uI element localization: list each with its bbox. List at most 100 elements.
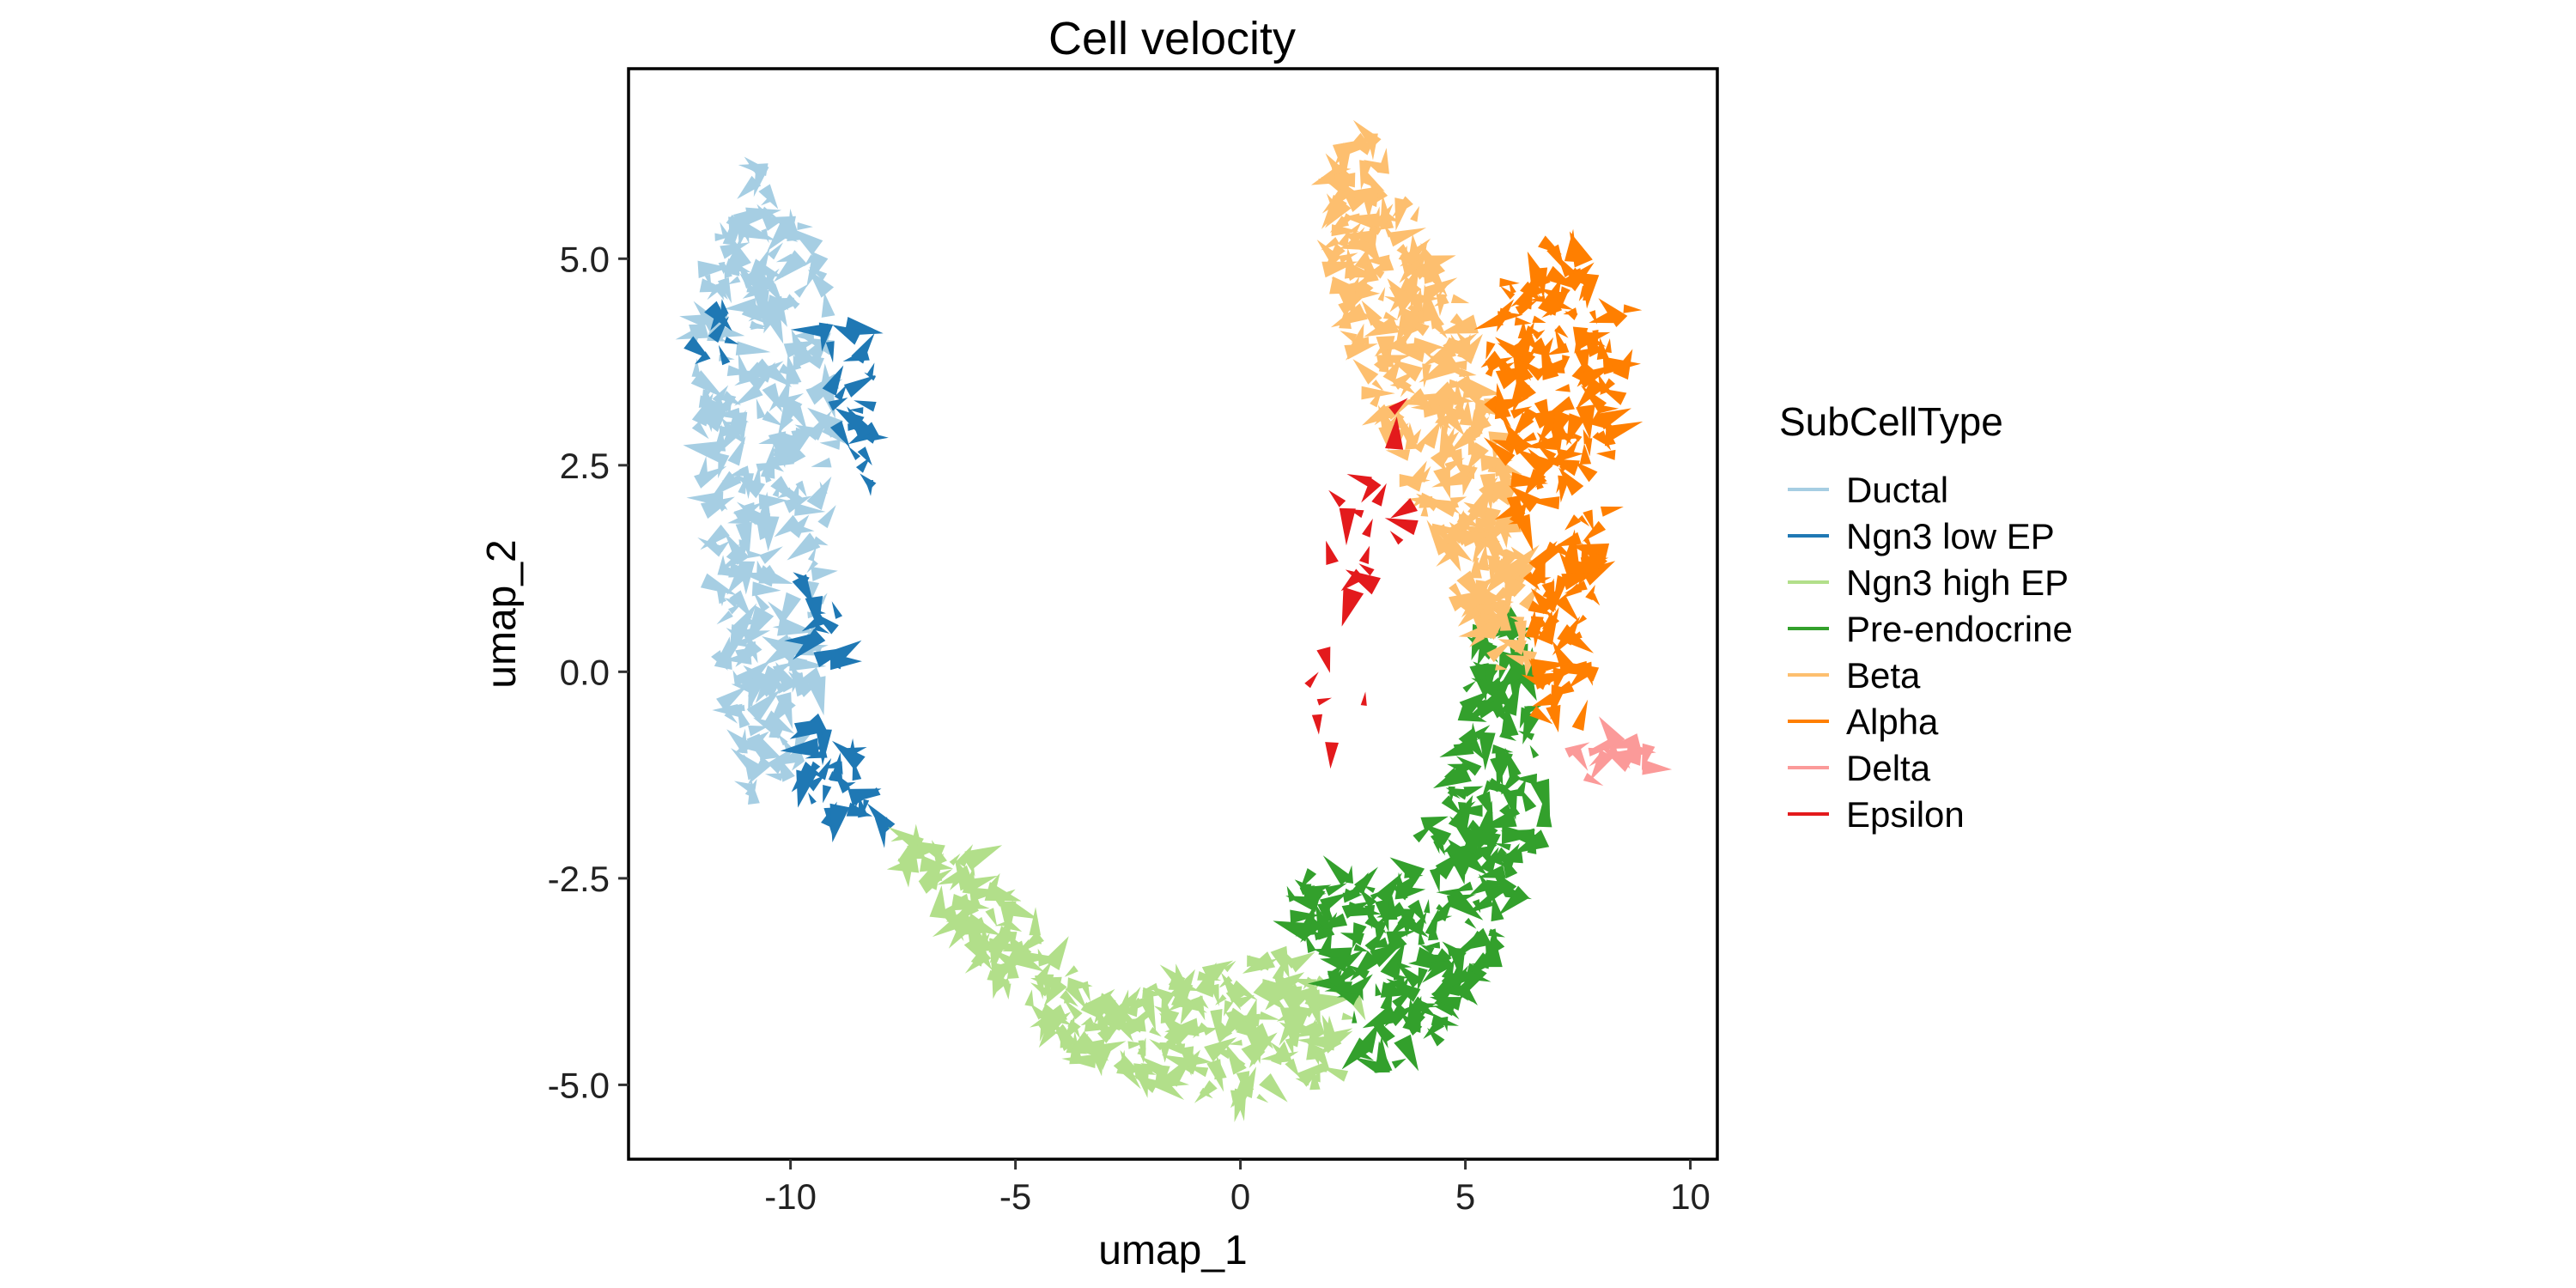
velocity-arrow-alpha (1554, 594, 1580, 623)
velocity-arrow-ductal (798, 353, 824, 369)
velocity-arrow-ductal (746, 284, 764, 293)
velocity-arrow-ngn3-low-ep (834, 771, 851, 794)
velocity-arrow-alpha (1598, 298, 1628, 327)
velocity-arrow-ngn3-high-ep (888, 827, 924, 853)
velocity-arrow-ductal (767, 242, 784, 260)
velocity-arrow-epsilon (1339, 507, 1356, 546)
velocity-arrow-ductal (711, 650, 728, 671)
velocity-arrow-ngn3-high-ep (951, 893, 990, 911)
legend-label: Beta (1846, 655, 1921, 696)
velocity-arrow-ductal (807, 546, 817, 562)
velocity-arrow-pre-endocrine (1325, 883, 1348, 896)
velocity-arrow-ductal (735, 521, 752, 558)
velocity-arrow-alpha (1576, 614, 1588, 626)
velocity-arrow-beta (1374, 341, 1391, 357)
velocity-arrow-ngn3-high-ep (1224, 1011, 1247, 1033)
velocity-arrow-ngn3-low-ep (828, 397, 848, 411)
velocity-arrow-beta (1467, 464, 1475, 480)
velocity-arrow-beta (1377, 287, 1386, 301)
velocity-arrow-pre-endocrine (1473, 725, 1491, 740)
velocity-arrow-pre-endocrine (1391, 1058, 1406, 1069)
velocity-arrow-pre-endocrine (1466, 694, 1502, 719)
velocity-arrow-pre-endocrine (1485, 879, 1510, 890)
velocity-arrow-beta (1362, 404, 1392, 426)
velocity-arrow-ngn3-high-ep (1007, 932, 1018, 954)
velocity-arrow-pre-endocrine (1485, 848, 1523, 864)
arrow-points-layer (675, 119, 1673, 1122)
velocity-arrow-ductal (806, 476, 832, 510)
velocity-arrow-alpha (1583, 428, 1592, 445)
velocity-arrow-epsilon (1341, 586, 1364, 627)
velocity-arrow-pre-endocrine (1413, 823, 1434, 843)
velocity-arrow-alpha (1553, 543, 1573, 558)
legend: SubCellType Ductal Ngn3 low EP Ngn3 high E… (1779, 399, 2073, 835)
velocity-arrow-alpha (1561, 583, 1583, 598)
velocity-arrow-ngn3-high-ep (990, 872, 1000, 887)
velocity-arrow-ductal (745, 207, 782, 225)
velocity-arrow-ductal (733, 781, 752, 792)
velocity-arrow-beta (1363, 160, 1383, 173)
velocity-arrow-pre-endocrine (1328, 969, 1343, 987)
velocity-arrow-ductal (702, 405, 715, 433)
velocity-arrow-beta (1486, 586, 1510, 606)
velocity-arrow-ductal (797, 222, 813, 231)
velocity-arrow-ngn3-high-ep (1341, 1012, 1357, 1020)
velocity-arrow-beta (1420, 381, 1457, 410)
velocity-arrow-ngn3-low-ep (848, 423, 866, 431)
velocity-arrow-beta (1486, 640, 1513, 663)
velocity-arrow-beta (1495, 664, 1508, 671)
velocity-arrow-ductal (787, 532, 821, 561)
velocity-arrow-pre-endocrine (1374, 1036, 1390, 1073)
velocity-arrow-alpha (1577, 364, 1598, 387)
velocity-arrow-alpha (1508, 517, 1525, 525)
velocity-arrow-ductal (748, 725, 769, 737)
velocity-arrow-beta (1352, 119, 1382, 149)
velocity-arrow-alpha (1561, 573, 1594, 591)
velocity-arrow-beta (1405, 460, 1427, 492)
velocity-arrow-pre-endocrine (1394, 1034, 1419, 1072)
velocity-arrow-alpha (1552, 410, 1572, 442)
velocity-arrow-beta (1439, 453, 1451, 465)
velocity-arrow-ductal (719, 425, 744, 438)
legend-label: Ductal (1846, 470, 1948, 510)
velocity-arrow-ductal (735, 638, 762, 667)
velocity-arrow-ngn3-high-ep (1149, 1039, 1164, 1051)
velocity-arrow-ductal (738, 222, 750, 247)
velocity-arrow-ngn3-high-ep (954, 857, 976, 891)
velocity-arrow-ductal (714, 703, 738, 714)
velocity-arrow-alpha (1554, 328, 1567, 351)
velocity-arrow-alpha (1539, 288, 1568, 306)
velocity-arrow-ductal (689, 324, 702, 348)
velocity-arrow-ductal (785, 355, 802, 386)
velocity-arrow-ngn3-high-ep (1117, 1007, 1139, 1018)
velocity-arrow-alpha (1579, 443, 1592, 465)
velocity-arrow-beta (1458, 621, 1496, 639)
velocity-arrow-ductal (777, 616, 816, 636)
velocity-arrow-beta (1475, 516, 1506, 530)
velocity-arrow-ductal (737, 705, 750, 729)
velocity-arrow-beta (1462, 377, 1502, 398)
velocity-arrow-pre-endocrine (1499, 804, 1516, 823)
velocity-arrow-beta (1485, 558, 1518, 595)
velocity-arrow-pre-endocrine (1421, 1003, 1437, 1012)
velocity-arrow-pre-endocrine (1317, 902, 1331, 928)
velocity-arrow-pre-endocrine (1410, 911, 1427, 936)
velocity-arrow-beta (1365, 222, 1382, 235)
velocity-arrow-alpha (1530, 659, 1569, 676)
velocity-arrow-pre-endocrine (1358, 888, 1377, 908)
velocity-arrow-pre-endocrine (1527, 835, 1537, 854)
velocity-arrow-ngn3-high-ep (1209, 983, 1219, 1006)
velocity-arrow-epsilon (1328, 489, 1346, 507)
velocity-arrow-beta (1316, 239, 1342, 266)
velocity-arrow-ductal (728, 276, 741, 285)
velocity-arrow-ductal (700, 496, 735, 519)
velocity-arrow-pre-endocrine (1520, 788, 1537, 812)
velocity-arrow-ductal (812, 536, 829, 546)
velocity-arrow-alpha (1537, 445, 1557, 462)
velocity-arrow-pre-endocrine (1452, 881, 1473, 892)
velocity-arrow-alpha (1521, 674, 1548, 690)
velocity-arrow-ductal (762, 410, 783, 427)
velocity-arrow-ngn3-high-ep (1153, 1005, 1180, 1024)
chart-title: Cell velocity (1048, 13, 1296, 64)
axis-ticks: -10 -5 0 5 10 -5.0 -2.5 0.0 2.5 5.0 (548, 239, 1710, 1217)
